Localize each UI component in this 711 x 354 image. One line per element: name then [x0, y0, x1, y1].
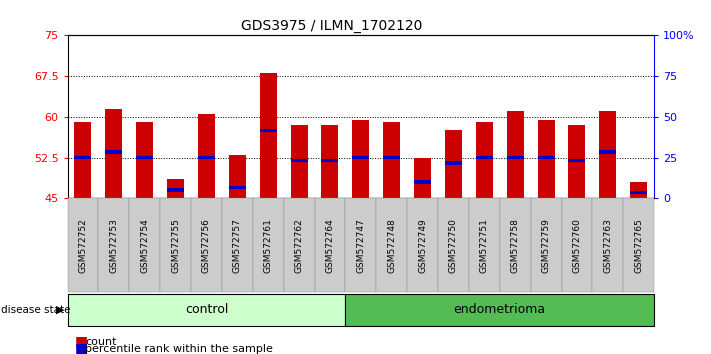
Bar	[476, 156, 493, 159]
Text: endometrioma: endometrioma	[454, 303, 546, 316]
Bar	[630, 191, 647, 194]
Text: ■: ■	[75, 335, 87, 349]
Bar	[538, 120, 555, 198]
Bar	[167, 179, 184, 198]
Text: count: count	[85, 337, 117, 347]
Text: GSM572747: GSM572747	[356, 218, 365, 273]
Text: GSM572754: GSM572754	[140, 218, 149, 273]
Text: GSM572748: GSM572748	[387, 218, 396, 273]
Text: control: control	[185, 303, 228, 316]
Text: GSM572764: GSM572764	[326, 218, 334, 273]
Bar	[538, 156, 555, 159]
Bar	[569, 159, 585, 162]
Bar	[229, 155, 246, 198]
Bar	[75, 156, 92, 159]
Bar	[445, 161, 462, 165]
Bar	[291, 159, 308, 162]
Text: GSM572749: GSM572749	[418, 218, 427, 273]
Text: GSM572755: GSM572755	[171, 218, 180, 273]
Text: GSM572757: GSM572757	[232, 218, 242, 273]
Text: ■: ■	[75, 342, 87, 354]
Bar	[167, 188, 184, 192]
Bar	[105, 109, 122, 198]
Bar	[291, 125, 308, 198]
Bar	[137, 122, 153, 198]
Text: GSM572760: GSM572760	[572, 218, 582, 273]
Text: GSM572761: GSM572761	[264, 218, 273, 273]
Text: GSM572752: GSM572752	[78, 218, 87, 273]
Text: percentile rank within the sample: percentile rank within the sample	[85, 344, 273, 354]
Bar	[353, 156, 369, 159]
Text: GSM572762: GSM572762	[294, 218, 304, 273]
Bar	[414, 180, 431, 184]
Bar	[198, 156, 215, 159]
Bar	[75, 122, 92, 198]
Bar	[507, 156, 524, 159]
Bar	[260, 129, 277, 132]
Bar	[507, 112, 524, 198]
Title: GDS3975 / ILMN_1702120: GDS3975 / ILMN_1702120	[241, 19, 422, 33]
Text: GSM572763: GSM572763	[604, 218, 612, 273]
Bar	[569, 125, 585, 198]
Bar	[445, 130, 462, 198]
Bar	[353, 120, 369, 198]
Bar	[198, 114, 215, 198]
Bar	[414, 158, 431, 198]
Bar	[630, 182, 647, 198]
Text: GSM572751: GSM572751	[480, 218, 489, 273]
Bar	[229, 186, 246, 189]
Bar	[105, 150, 122, 154]
Text: GSM572753: GSM572753	[109, 218, 118, 273]
Bar	[383, 156, 400, 159]
Bar	[599, 150, 616, 154]
Bar	[321, 159, 338, 162]
Bar	[260, 73, 277, 198]
Bar	[137, 156, 153, 159]
Bar	[383, 122, 400, 198]
Bar	[321, 125, 338, 198]
Text: GSM572758: GSM572758	[510, 218, 520, 273]
Text: GSM572756: GSM572756	[202, 218, 211, 273]
Text: GSM572765: GSM572765	[634, 218, 643, 273]
Bar	[476, 122, 493, 198]
Text: GSM572759: GSM572759	[542, 218, 550, 273]
Bar	[599, 112, 616, 198]
Text: disease state: disease state	[1, 305, 71, 315]
Text: ▶: ▶	[55, 305, 64, 315]
Text: GSM572750: GSM572750	[449, 218, 458, 273]
